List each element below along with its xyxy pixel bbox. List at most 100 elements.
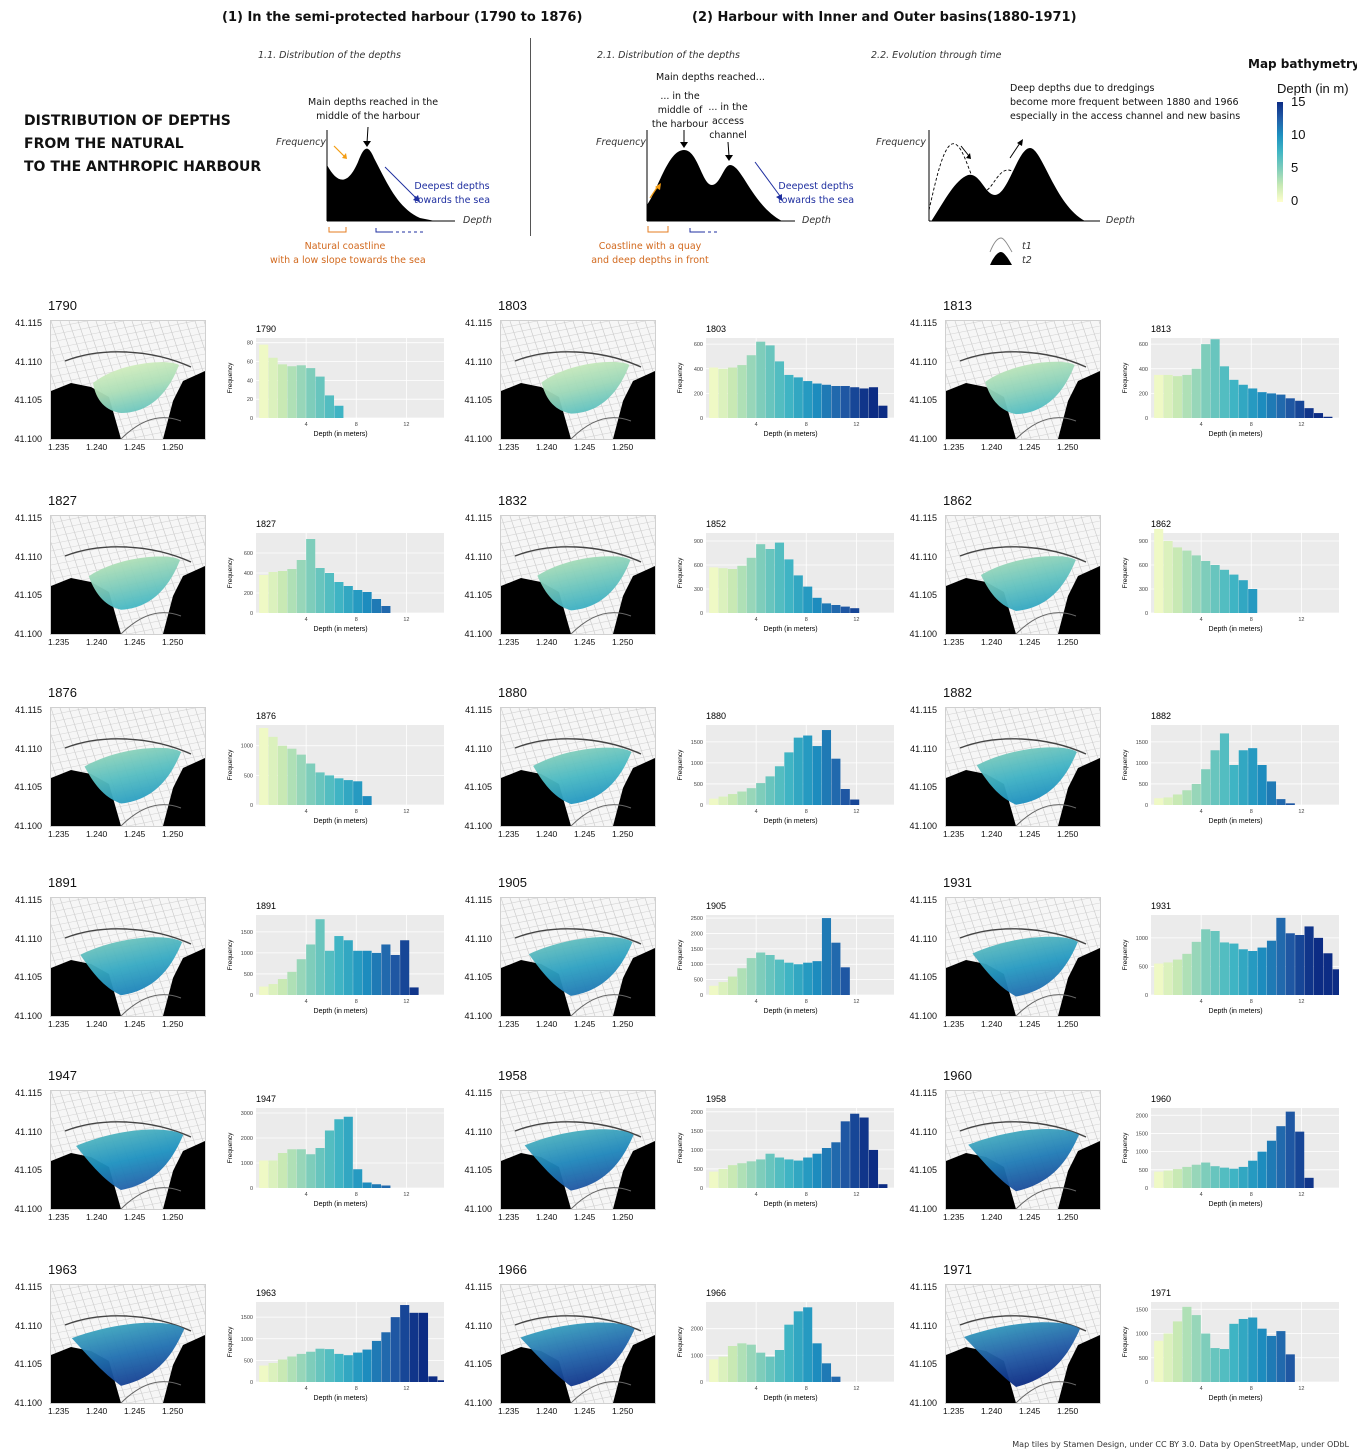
histogram-ytick: 40 — [247, 378, 253, 384]
histogram-bar — [353, 590, 363, 613]
map-lon-tick: 1.250 — [162, 1212, 184, 1222]
histogram-xtick: 8 — [805, 422, 808, 428]
histogram-bar — [259, 727, 269, 805]
schema-evolution: Deep depths due to dredgings become more… — [870, 80, 1240, 270]
histogram-ytick: 0 — [250, 611, 253, 617]
histogram-bar — [718, 982, 728, 995]
histogram-xtick: 12 — [1298, 809, 1304, 815]
histogram-xtick: 4 — [1200, 617, 1203, 623]
schema2-frequency-label: Frequency — [596, 137, 646, 148]
section-divider — [530, 38, 531, 236]
map-lon-tick: 1.245 — [574, 1019, 596, 1029]
histogram-bar — [1182, 1166, 1192, 1188]
harbour-map — [50, 320, 206, 440]
histogram-title: 1971 — [1151, 1288, 1171, 1298]
histogram-bar — [1257, 1151, 1267, 1188]
histogram-bar — [1191, 1164, 1201, 1188]
legend-title: Map bathymetry — [1248, 57, 1357, 71]
map-lon-tick: 1.235 — [498, 1406, 520, 1416]
histogram-title: 1966 — [706, 1288, 726, 1298]
histogram-bar — [400, 940, 410, 995]
depth-histogram: 1876 0 500 1000 4 8 12 Depth (in meters) Frequen… — [227, 711, 444, 825]
map-lon-tick: 1.250 — [162, 1406, 184, 1416]
map-lat-tick: 41.105 — [14, 1165, 42, 1175]
map-lon-tick: 1.250 — [162, 637, 184, 647]
schema2-curve — [646, 130, 795, 233]
map-lat-tick: 41.110 — [465, 933, 492, 944]
map-lat-tick: 41.110 — [910, 743, 937, 754]
histogram-ytick: 2000 — [691, 931, 703, 937]
histogram-ylabel: Frequency — [227, 939, 234, 970]
map-year-label: 1963 — [48, 1262, 77, 1277]
histogram-ylabel: Frequency — [677, 1132, 684, 1163]
histogram-bar — [746, 788, 756, 805]
histogram-bar — [1201, 1162, 1211, 1188]
map-lat-tick: 41.100 — [909, 820, 937, 831]
depth-histogram: 1905 0 500 1000 1500 2000 2500 4 8 12 Depth (in me… — [677, 901, 894, 1015]
histogram-ytick: 0 — [250, 416, 253, 422]
histogram-bar — [737, 791, 747, 805]
histogram-bar — [277, 1153, 288, 1188]
map-lon-tick: 1.245 — [1019, 442, 1041, 452]
histogram-ytick: 200 — [694, 391, 703, 397]
map-year-label: 1958 — [498, 1068, 527, 1083]
histogram-bar — [1266, 781, 1277, 805]
histogram-bar — [343, 780, 353, 805]
histogram-bar — [296, 365, 306, 418]
histogram-ytick: 1500 — [1136, 1307, 1148, 1313]
schema2-acc-line3: channel — [709, 130, 747, 141]
map-lon-tick: 1.240 — [536, 442, 558, 452]
histogram-title: 1960 — [1151, 1094, 1171, 1104]
histogram-bar — [1248, 589, 1258, 613]
histogram-ytick: 20 — [247, 397, 253, 403]
histogram-bar — [315, 772, 325, 805]
histogram-bar — [1163, 962, 1173, 995]
histogram-ytick: 600 — [1139, 563, 1148, 569]
main-title: DISTRIBUTION OF DEPTHS FROM THE NATURAL … — [24, 110, 261, 179]
histogram-bar — [1276, 799, 1286, 805]
histogram-ytick: 500 — [1139, 964, 1148, 970]
schema2-deep-line2: towards the sea — [777, 195, 855, 206]
histogram-bar — [334, 582, 344, 613]
histogram-bar — [774, 1157, 785, 1188]
harbour-map — [500, 707, 656, 827]
map-lat-tick: 41.100 — [14, 433, 42, 444]
map-lat-tick: 41.110 — [910, 356, 937, 367]
histogram-xtick: 12 — [1298, 1192, 1304, 1198]
histogram-bar — [277, 1359, 288, 1382]
schema3-t2-label: t2 — [1022, 255, 1032, 266]
histogram-bar — [1248, 748, 1258, 805]
map-year-label: 1880 — [498, 685, 527, 700]
map-lon-tick: 1.245 — [124, 442, 146, 452]
histogram-bar — [1163, 1170, 1173, 1188]
histogram-ytick: 500 — [694, 978, 703, 984]
histogram-bar — [353, 781, 363, 805]
histogram-bar — [1266, 1140, 1277, 1188]
histogram-xtick: 8 — [805, 809, 808, 815]
histogram-bar — [831, 386, 841, 418]
histogram-bar — [1285, 1354, 1295, 1382]
histogram-bar — [821, 1148, 832, 1188]
histogram-bar — [1229, 765, 1239, 805]
histogram-ytick: 900 — [694, 539, 703, 545]
histogram-xtick: 12 — [853, 999, 859, 1005]
schema1-deepest-note: Deepest depths towards the sea — [412, 180, 492, 208]
histogram-ytick: 2000 — [691, 1327, 703, 1333]
map-lon-tick: 1.235 — [48, 1019, 70, 1029]
histogram-title: 1882 — [1151, 711, 1171, 721]
map-lat-tick: 41.100 — [909, 433, 937, 444]
depth-histogram: 1852 0 300 600 900 4 8 12 Depth (in meters) Frequ… — [677, 519, 894, 633]
histogram-bar — [306, 539, 316, 613]
histogram-ytick: 1000 — [241, 951, 253, 957]
histogram-bar — [727, 794, 738, 805]
histogram-bar — [362, 1349, 372, 1382]
map-lon-tick: 1.250 — [612, 637, 634, 647]
histogram-bar — [1332, 969, 1339, 995]
histogram-xtick: 4 — [305, 809, 308, 815]
histogram-bar — [737, 365, 747, 418]
map-lat-tick: 41.105 — [14, 395, 42, 405]
histogram-title: 1862 — [1151, 519, 1171, 529]
schema-quay-harbour: Main depths reached... ... in the middle… — [590, 70, 860, 270]
histogram-bar — [287, 748, 297, 805]
map-lat-tick: 41.100 — [909, 1203, 937, 1214]
